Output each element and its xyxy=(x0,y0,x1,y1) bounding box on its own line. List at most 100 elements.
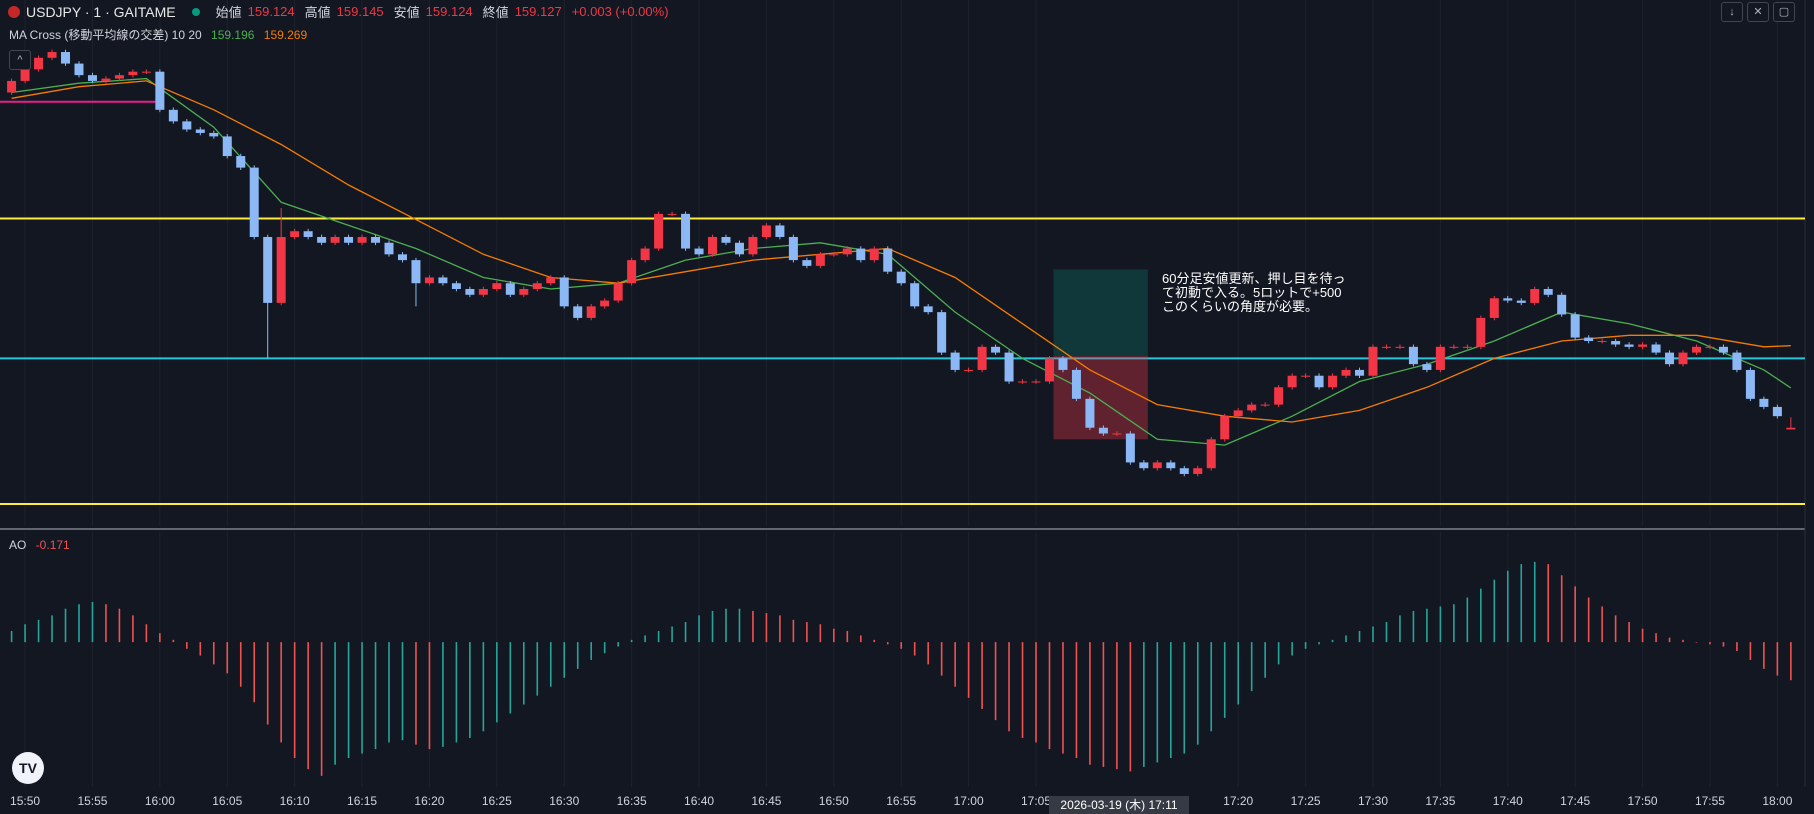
ao-bar xyxy=(1601,606,1603,643)
toolbar-button[interactable]: ▢ xyxy=(1773,2,1795,22)
candle-body xyxy=(721,236,731,243)
candle-body xyxy=(546,277,556,284)
ao-bar xyxy=(833,628,835,643)
candle-body xyxy=(505,283,515,295)
candle-body xyxy=(1651,344,1661,353)
candle-body xyxy=(492,283,502,290)
ao-bar xyxy=(1210,642,1213,732)
candle-body xyxy=(1611,341,1621,345)
candle-body xyxy=(1408,346,1418,365)
candle-body xyxy=(1018,381,1028,383)
ao-bar xyxy=(1412,610,1415,643)
ao-bar xyxy=(1372,626,1374,643)
ao-bar xyxy=(1790,642,1792,681)
ao-bar xyxy=(1385,622,1388,643)
ao-bar xyxy=(226,642,229,674)
ao-bar xyxy=(1021,642,1024,738)
ao-bar xyxy=(1277,642,1280,665)
ao-bar xyxy=(630,639,633,643)
ao-bar xyxy=(212,642,215,665)
ohlc-value: 159.145 xyxy=(336,4,384,19)
candle-body xyxy=(1004,352,1014,382)
ao-bar xyxy=(482,642,485,732)
candle-body xyxy=(1570,314,1580,338)
candle-body xyxy=(1543,289,1553,295)
ao-bar xyxy=(159,633,161,643)
candle-body xyxy=(1287,375,1297,388)
candle-body xyxy=(842,248,852,255)
ao-title[interactable]: AO xyxy=(9,538,27,552)
candle-body xyxy=(1328,375,1338,388)
ao-bar xyxy=(1587,597,1590,643)
indicator-legend: MA Cross (移動平均線の交差) 10 20 159.196 159.26… xyxy=(9,26,307,43)
ao-bar xyxy=(1614,615,1617,643)
ao-bar xyxy=(1183,642,1186,754)
x-tick-label: 16:35 xyxy=(617,794,647,808)
candle-body xyxy=(694,248,704,255)
change: +0.003 (+0.00%) xyxy=(571,4,669,19)
candle-body xyxy=(1489,298,1499,318)
candle-body xyxy=(438,277,448,284)
candle-body xyxy=(1044,358,1054,382)
symbol-title[interactable]: USDJPY · 1 · GAITAME xyxy=(26,3,176,20)
collapse-button[interactable]: ^ xyxy=(9,50,31,70)
candle-body xyxy=(1665,352,1675,365)
ao-bar xyxy=(1156,642,1159,763)
logo[interactable]: TV xyxy=(12,752,44,784)
candle-body xyxy=(1166,462,1176,469)
candle-body xyxy=(896,271,906,284)
candle-body xyxy=(155,71,165,110)
candle-body xyxy=(613,283,623,301)
ao-bar xyxy=(1035,642,1037,743)
candle-body xyxy=(1745,369,1755,399)
candle-body xyxy=(1071,369,1081,399)
x-tick-label: 17:35 xyxy=(1425,794,1455,808)
ao-bar xyxy=(293,642,296,759)
candle-body xyxy=(357,236,367,243)
header: USDJPY · 1 · GAITAME 始値 159.124 高値 159.145… xyxy=(8,2,673,21)
ao-bar xyxy=(172,639,175,643)
ao-bar xyxy=(91,601,94,643)
ao-bar xyxy=(1641,628,1644,643)
x-tick-label: 17:05 xyxy=(1021,794,1051,808)
ao-bar xyxy=(657,630,660,643)
candle-body xyxy=(276,236,286,303)
candle-body xyxy=(761,225,771,237)
candle-body xyxy=(1314,375,1324,388)
ao-bar xyxy=(913,642,916,656)
candle-body xyxy=(708,236,718,255)
candle-body xyxy=(128,71,138,76)
candle-body xyxy=(1220,416,1230,440)
candle-body xyxy=(600,300,610,307)
x-tick-label: 16:10 xyxy=(280,794,310,808)
candle-body xyxy=(1786,427,1796,430)
candle-body xyxy=(20,69,30,81)
candle-body xyxy=(1395,346,1405,348)
x-tick-label: 16:45 xyxy=(751,794,781,808)
ohlc-label: 高値 xyxy=(304,5,331,20)
candle-body xyxy=(74,63,84,76)
candle-body xyxy=(654,213,664,249)
ao-bar xyxy=(765,613,768,643)
candle-body xyxy=(1206,439,1216,469)
candle-body xyxy=(1449,346,1459,348)
candle-body xyxy=(397,254,407,261)
flag-icon xyxy=(8,5,20,18)
candle-body xyxy=(1638,344,1648,347)
candle-body xyxy=(667,213,677,215)
ao-bar xyxy=(792,619,795,643)
toolbar-button[interactable]: ↓ xyxy=(1721,2,1743,22)
candle-body xyxy=(290,231,300,237)
ao-bar xyxy=(644,635,646,643)
ao-bar xyxy=(1668,637,1671,643)
toolbar-button[interactable]: ✕ xyxy=(1747,2,1769,22)
ao-bar xyxy=(1116,642,1118,770)
annotation-line: 60分足安値更新、押し目を待っ xyxy=(1162,271,1346,286)
indicator-name[interactable]: MA Cross (移動平均線の交差) 10 20 xyxy=(9,28,202,42)
ao-bar xyxy=(1089,642,1091,765)
candle-body xyxy=(869,248,879,261)
x-tick-label: 17:40 xyxy=(1493,794,1523,808)
candle-body xyxy=(1193,468,1203,474)
candle-body xyxy=(1732,352,1742,370)
